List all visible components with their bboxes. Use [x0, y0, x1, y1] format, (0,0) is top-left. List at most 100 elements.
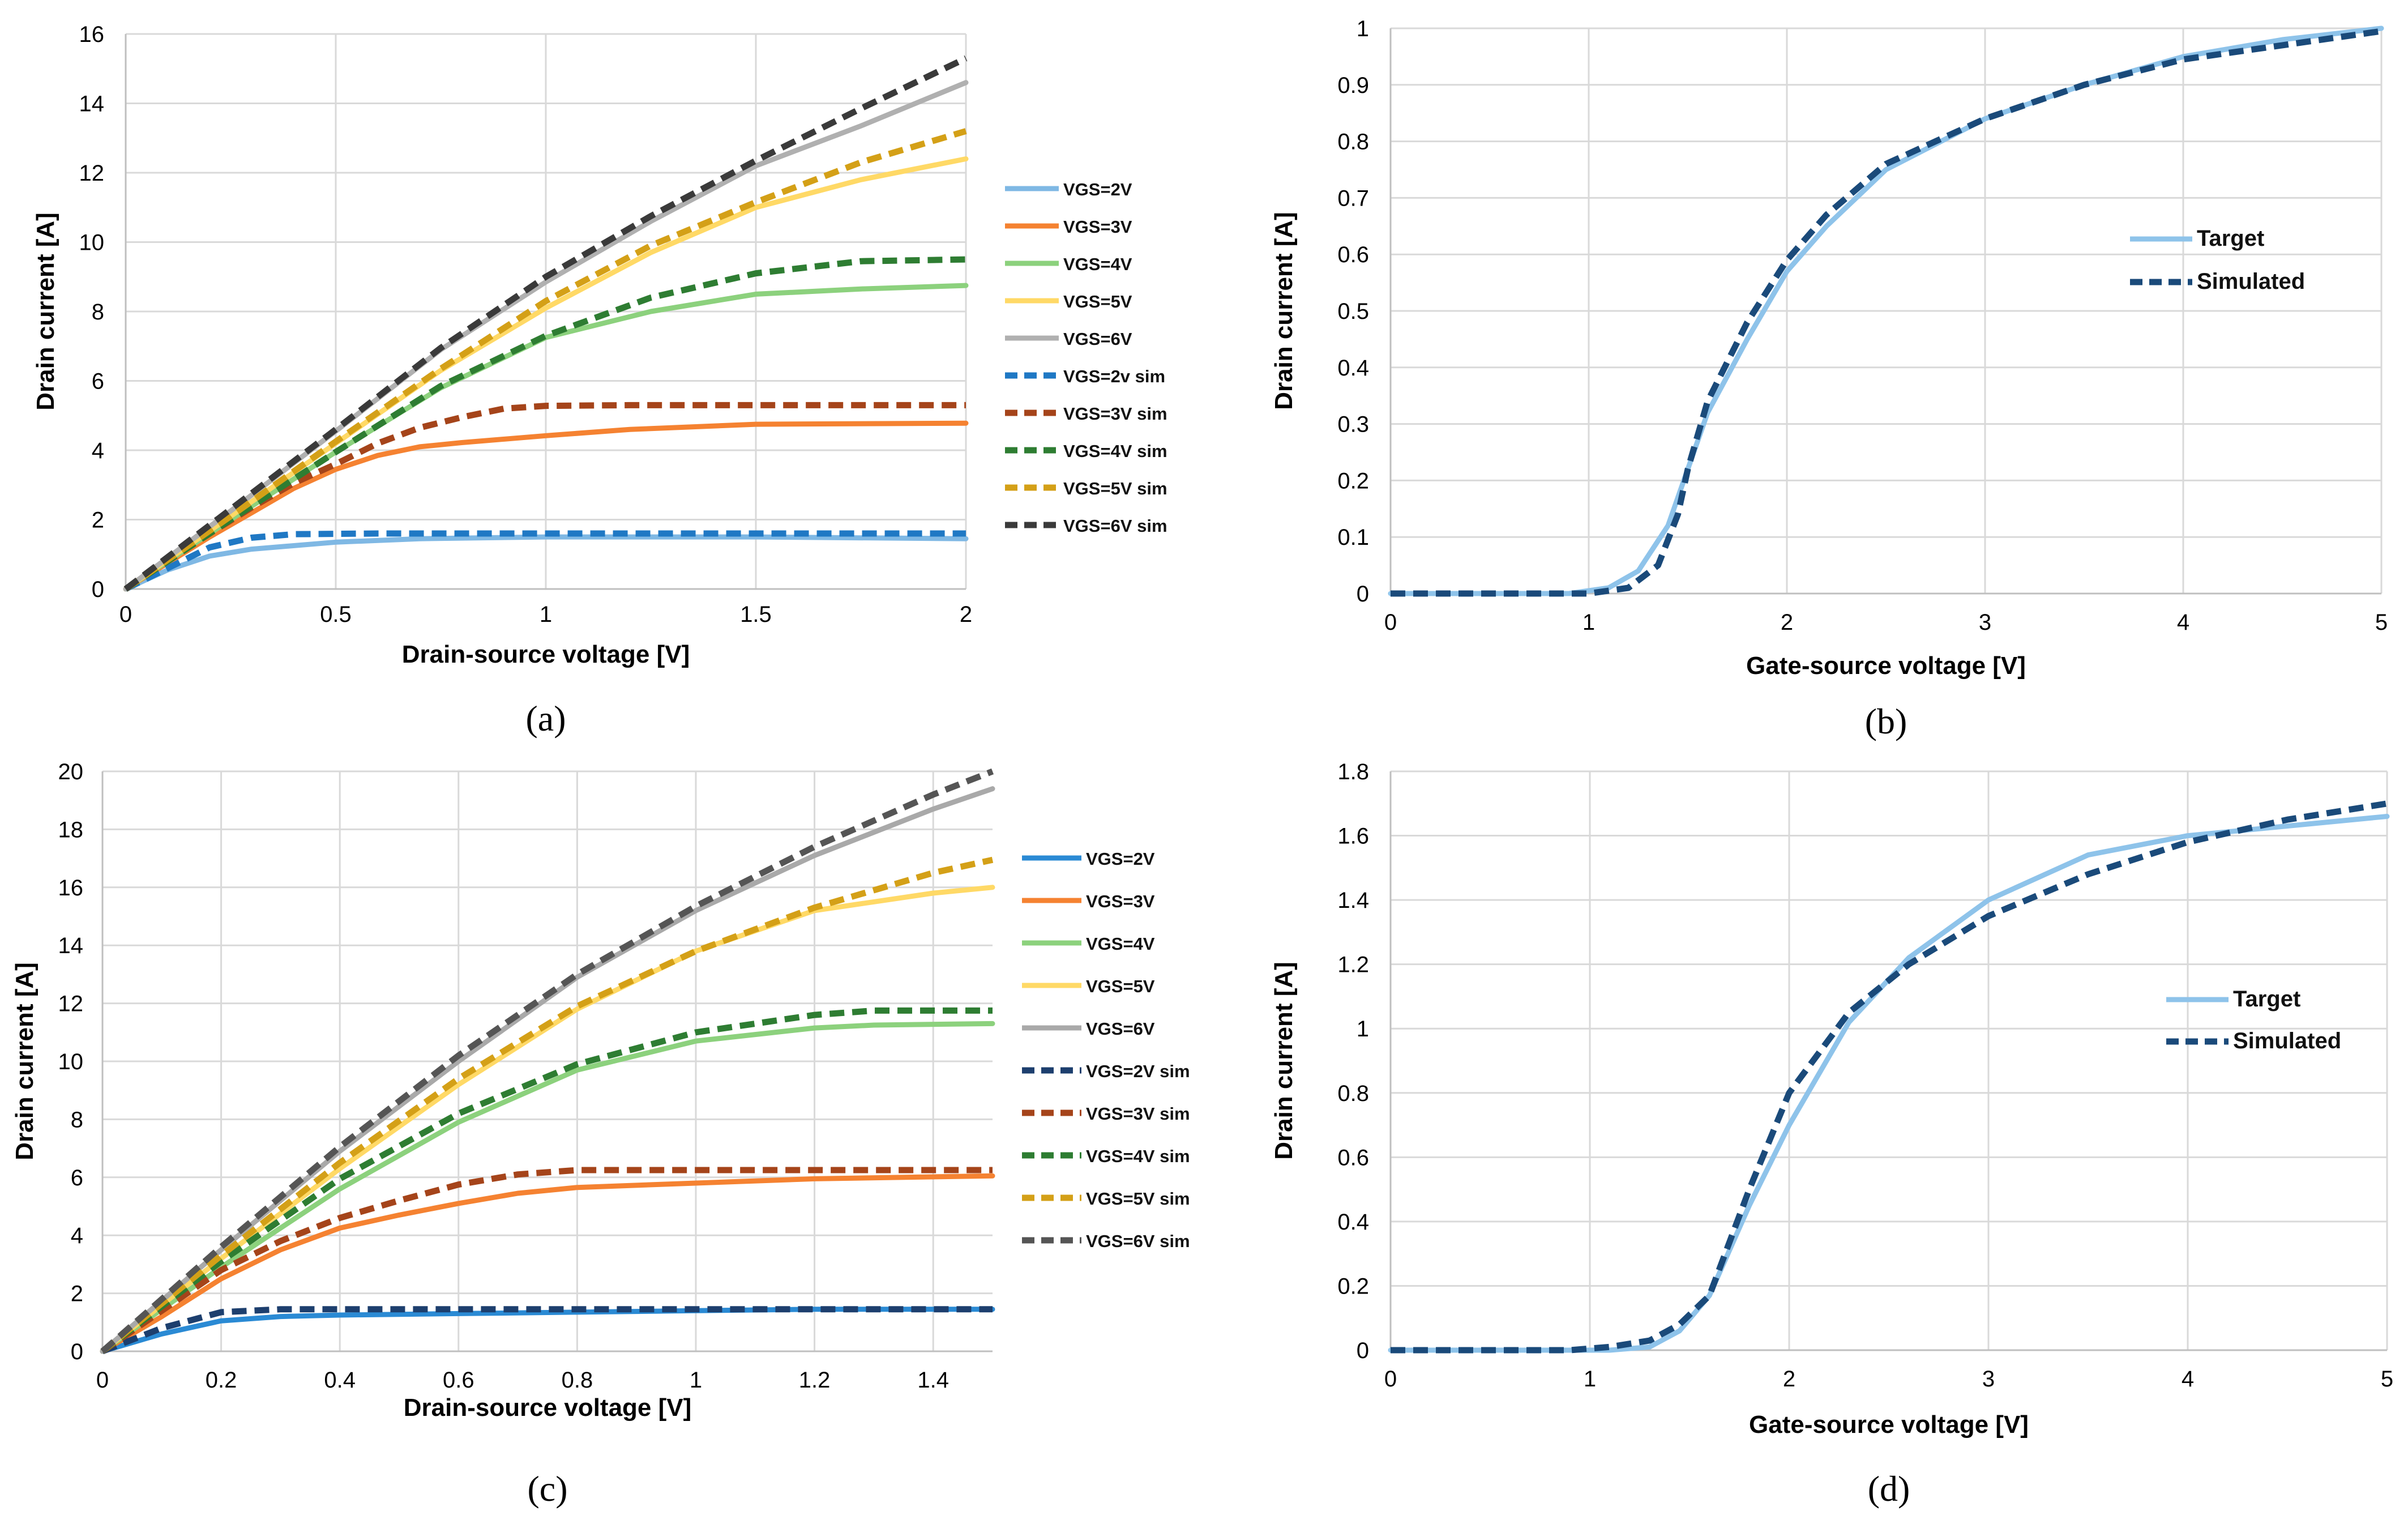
y-tick-label: 0.4 [1337, 1210, 1369, 1235]
legend-label-vgs-4v-sim: VGS=4V sim [1086, 1146, 1190, 1166]
x-axis-title: Drain-source voltage [V] [402, 641, 690, 668]
x-axis-title: Gate-source voltage [V] [1746, 652, 2026, 680]
x-tick-label: 4 [2182, 1367, 2194, 1392]
y-tick-label: 6 [71, 1166, 83, 1190]
y-tick-label: 0.2 [1337, 468, 1369, 493]
legend-label-vgs-3v: VGS=3V [1063, 217, 1132, 237]
y-axis-title: Drain current [A] [1270, 962, 1298, 1160]
y-axis-title: Drain current [A] [1270, 212, 1298, 410]
series-line-vgs-3v-sim [102, 1170, 993, 1351]
series-line-simulated [1391, 804, 2387, 1350]
x-tick-label: 1 [540, 602, 552, 627]
y-tick-label: 16 [79, 22, 105, 47]
y-tick-label: 0.6 [1337, 242, 1369, 267]
series-line-vgs-2v [102, 1309, 993, 1351]
y-tick-label: 1.4 [1337, 888, 1369, 913]
x-tick-label: 5 [2381, 1367, 2393, 1392]
y-tick-label: 1 [1357, 1017, 1369, 1042]
y-tick-label: 4 [71, 1223, 83, 1248]
legend-label-vgs-5v-sim: VGS=5V sim [1063, 479, 1167, 498]
y-tick-label: 0.3 [1337, 412, 1369, 437]
x-tick-label: 0.5 [320, 602, 352, 627]
legend-label-vgs-3v: VGS=3V [1086, 891, 1155, 911]
y-tick-label: 14 [79, 92, 105, 117]
series-line-simulated [1391, 31, 2381, 594]
chart-d: 0 1 2 3 4 500.20.40.60.811.21.41.61.8Gate-sou… [1270, 759, 2393, 1509]
series-line-vgs-6v [102, 789, 993, 1351]
y-tick-label: 0.8 [1337, 130, 1369, 155]
chart-a: 0 0.5 1 1.5 2 0 2 4 6 8 10 12 14 16 Drain-source volta… [32, 22, 1167, 739]
x-tick-label: 2 [1781, 610, 1793, 635]
legend-label-vgs-6v: VGS=6V [1063, 329, 1132, 349]
series-line-target [1391, 817, 2387, 1351]
y-tick-label: 0.2 [1337, 1274, 1369, 1299]
legend-label-vgs-4v-sim: VGS=4V sim [1063, 441, 1167, 461]
y-tick-label: 0.6 [1337, 1145, 1369, 1170]
legend: VGS=2V VGS=3V VGS=4V VGS=5V VGS=6V VGS=2v sim… [1005, 180, 1167, 536]
x-tick-label: 2 [960, 602, 972, 627]
y-tick-label: 0.8 [1337, 1081, 1369, 1106]
y-tick-label: 0.1 [1337, 525, 1369, 550]
x-tick-label: 3 [1982, 1367, 1995, 1392]
y-tick-label: 1.2 [1337, 953, 1369, 978]
y-tick-label: 14 [58, 933, 84, 958]
legend-label-vgs-2v-sim: VGS=2v sim [1063, 366, 1165, 386]
y-tick-label: 0 [92, 577, 104, 602]
legend-label-vgs-4v: VGS=4V [1063, 254, 1132, 274]
legend-label-vgs-6v-sim: VGS=6V sim [1063, 516, 1167, 536]
y-tick-label: 16 [58, 876, 84, 900]
y-tick-label: 12 [58, 992, 84, 1017]
x-tick-label: 0.4 [324, 1368, 356, 1393]
x-axis-title: Gate-source voltage [V] [1749, 1411, 2029, 1439]
panel-caption: (a) [525, 698, 566, 739]
figure: 0 0.5 1 1.5 20246810121416Drain-source volta… [0, 0, 2408, 1528]
y-tick-label: 1.6 [1337, 824, 1369, 849]
y-tick-label: 0 [1357, 582, 1369, 607]
legend-label-simulated: Simulated [2233, 1028, 2341, 1053]
y-tick-label: 10 [58, 1049, 84, 1074]
y-tick-label: 0.5 [1337, 299, 1369, 324]
panel-caption: (d) [1868, 1469, 1910, 1509]
y-tick-label: 0 [1357, 1338, 1369, 1363]
legend-label-target: Target [2233, 987, 2300, 1011]
x-tick-label: 1 [1582, 610, 1595, 635]
x-tick-label: 0 [1384, 610, 1397, 635]
legend-label-vgs-5v-sim: VGS=5V sim [1086, 1189, 1190, 1209]
y-tick-label: 6 [92, 369, 104, 394]
legend-label-simulated: Simulated [2197, 269, 2305, 294]
x-tick-label: 2 [1783, 1367, 1795, 1392]
legend-label-vgs-2v: VGS=2V [1086, 849, 1155, 869]
legend-label-target: Target [2197, 226, 2264, 251]
y-tick-label: 10 [79, 231, 105, 255]
panel-caption: (c) [527, 1469, 567, 1509]
y-tick-label: 0.9 [1337, 73, 1369, 98]
y-tick-label: 0.4 [1337, 356, 1369, 381]
y-tick-label: 18 [58, 817, 84, 842]
series-line-vgs-4v [102, 1023, 993, 1351]
y-tick-label: 20 [58, 759, 84, 784]
y-tick-label: 8 [92, 300, 104, 325]
y-tick-label: 0 [71, 1339, 83, 1364]
legend: Target Simulated [2130, 226, 2305, 294]
x-tick-label: 0 [119, 602, 132, 627]
y-tick-label: 4 [92, 438, 104, 463]
x-tick-label: 1 [690, 1368, 702, 1393]
x-tick-label: 0.8 [562, 1368, 593, 1393]
panel-caption: (b) [1865, 701, 1907, 741]
y-tick-label: 2 [92, 508, 104, 533]
x-tick-label: 1.5 [740, 602, 772, 627]
legend-label-vgs-2v-sim: VGS=2V sim [1086, 1061, 1190, 1081]
y-tick-label: 2 [71, 1282, 83, 1307]
x-tick-label: 0 [96, 1368, 109, 1393]
x-tick-label: 1.2 [799, 1368, 831, 1393]
legend: VGS=2V VGS=3V VGS=4V VGS=5V VGS=6V VGS=2V sim… [1022, 849, 1190, 1251]
x-tick-label: 4 [2177, 610, 2189, 635]
x-tick-label: 0 [1384, 1367, 1397, 1392]
legend-label-vgs-2v: VGS=2V [1063, 180, 1132, 199]
legend-label-vgs-6v-sim: VGS=6V sim [1086, 1231, 1190, 1251]
series-line-vgs-2v-sim [102, 1309, 993, 1351]
y-tick-label: 1.8 [1337, 759, 1369, 784]
x-axis-title: Drain-source voltage [V] [404, 1394, 692, 1422]
x-tick-label: 0.2 [206, 1368, 237, 1393]
legend-label-vgs-4v: VGS=4V [1086, 934, 1155, 954]
